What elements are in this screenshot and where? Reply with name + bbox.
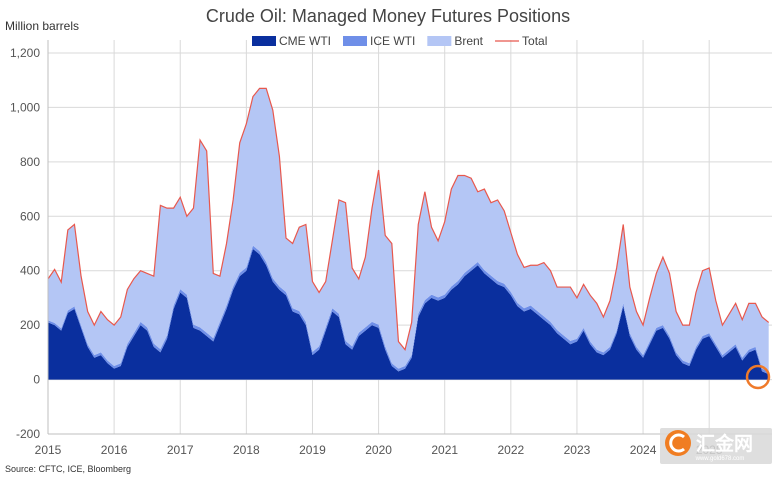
legend-label-total: Total (522, 34, 547, 48)
y-tick-label: 1,000 (10, 100, 40, 114)
series-area-ice-wti (48, 245, 769, 375)
series-area-cme-wti (48, 248, 769, 380)
y-tick-label: -200 (16, 427, 40, 441)
watermark-text: 汇金网 (696, 432, 753, 455)
chart-title: Crude Oil: Managed Money Futures Positio… (206, 6, 570, 26)
legend-label-ice-wti: ICE WTI (370, 34, 415, 48)
y-tick-label: 800 (20, 155, 40, 169)
legend-label-brent: Brent (454, 34, 483, 48)
x-tick-labels: 2015 2016 2017 2018 2019 2020 2021 2022 2023 2024… (35, 443, 723, 457)
x-tick-label: 2023 (564, 443, 591, 457)
legend-swatch-ice-wti (343, 36, 367, 46)
y-tick-label: 0 (33, 373, 40, 387)
series-line-total (47, 87, 770, 351)
watermark-url: www.gold678.com (695, 456, 745, 462)
legend-swatch-brent (427, 36, 452, 46)
source-note: Source: CFTC, ICE, Bloomberg (5, 464, 131, 474)
x-tick-label: 2019 (299, 443, 326, 457)
y-tick-label: 600 (20, 209, 40, 223)
series-areas (48, 88, 769, 380)
watermark-logo-mark (669, 433, 685, 453)
watermark-logo-icon (665, 430, 691, 456)
y-tick-label: 400 (20, 264, 40, 278)
series-area-brent (48, 88, 769, 372)
series-lines (47, 87, 770, 351)
y-tick-labels: -200 0 200 400 600 800 1,000 1,200 (10, 46, 40, 441)
x-tick-label: 2016 (101, 443, 128, 457)
x-tick-label: 2015 (35, 443, 62, 457)
y-axis-title: Million barrels (5, 19, 79, 33)
watermark: 汇金网 www.gold678.com (660, 428, 772, 464)
x-tick-label: 2018 (233, 443, 260, 457)
x-tick-label: 2020 (365, 443, 392, 457)
x-tick-label: 2022 (497, 443, 524, 457)
legend-swatch-cme-wti (252, 36, 276, 46)
y-tick-label: 200 (20, 318, 40, 332)
legend: CME WTI ICE WTI Brent Total (252, 34, 547, 48)
x-tick-label: 2021 (431, 443, 458, 457)
y-tick-label: 1,200 (10, 46, 40, 60)
x-tick-label: 2024 (630, 443, 657, 457)
highlight-circle (745, 364, 771, 390)
x-tick-label: 2017 (167, 443, 194, 457)
legend-label-cme-wti: CME WTI (279, 34, 331, 48)
